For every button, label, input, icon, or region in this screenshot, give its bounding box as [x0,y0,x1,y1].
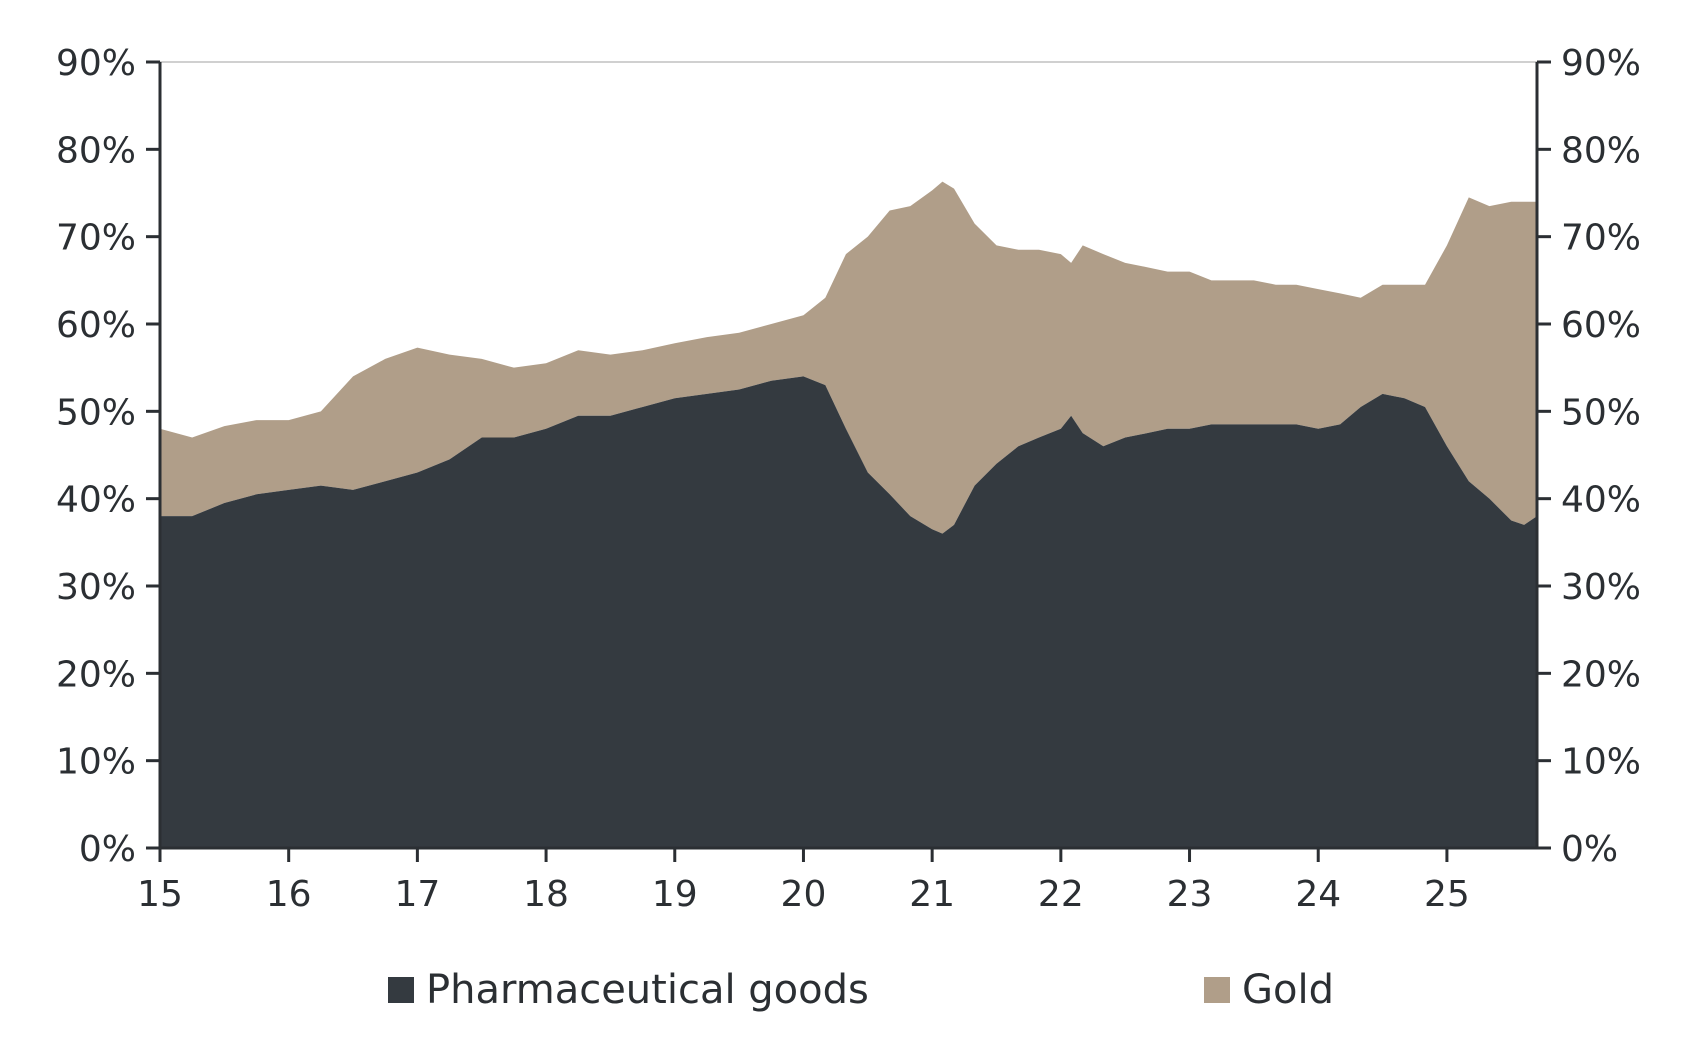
area-gold [160,181,1537,534]
legend-item-gold: Gold [1204,965,1334,1015]
legend-swatch-pharmaceutical-goods [388,977,414,1003]
left-y-tick-label: 60% [56,305,136,346]
legend-label-gold: Gold [1242,967,1334,1013]
x-tick-label: 19 [652,874,698,915]
x-tick-label: 18 [523,874,569,915]
left-y-tick-label: 30% [56,567,136,608]
right-y-tick-label: 10% [1561,742,1641,783]
plot-areas [160,181,1537,848]
left-y-tick-label: 80% [56,130,136,171]
x-tick-label: 24 [1295,874,1341,915]
x-tick-label: 23 [1167,874,1213,915]
legend-item-pharmaceutical-goods: Pharmaceutical goods [388,965,869,1015]
right-y-tick-label: 70% [1561,218,1641,259]
right-y-tick-label: 90% [1561,43,1641,84]
x-tick-label: 25 [1424,874,1470,915]
axes [146,60,1551,862]
right-y-tick-label: 50% [1561,392,1641,433]
x-tick-label: 20 [781,874,827,915]
x-tick-label: 16 [266,874,312,915]
legend-swatch-gold [1204,977,1230,1003]
x-tick-label: 15 [137,874,183,915]
left-y-tick-label: 0% [79,829,136,870]
tick-labels: 0% 0% 10% 10% 20% 20% 30% 30% 40% 40% 50% 50% 60% 60%… [56,43,1641,915]
x-tick-label: 22 [1038,874,1084,915]
x-tick-label: 21 [909,874,955,915]
left-y-tick-label: 70% [56,218,136,259]
right-y-tick-label: 40% [1561,480,1641,521]
left-y-tick-label: 50% [56,392,136,433]
right-y-tick-label: 20% [1561,654,1641,695]
left-y-tick-label: 10% [56,742,136,783]
right-y-tick-label: 80% [1561,130,1641,171]
left-y-tick-label: 90% [56,43,136,84]
x-tick-label: 17 [394,874,440,915]
right-y-tick-label: 60% [1561,305,1641,346]
left-y-tick-label: 40% [56,480,136,521]
right-y-tick-label: 0% [1561,829,1618,870]
area-pharmaceutical-goods [160,376,1537,848]
left-y-tick-label: 20% [56,654,136,695]
legend-label-pharmaceutical-goods: Pharmaceutical goods [426,967,869,1013]
right-y-tick-label: 30% [1561,567,1641,608]
